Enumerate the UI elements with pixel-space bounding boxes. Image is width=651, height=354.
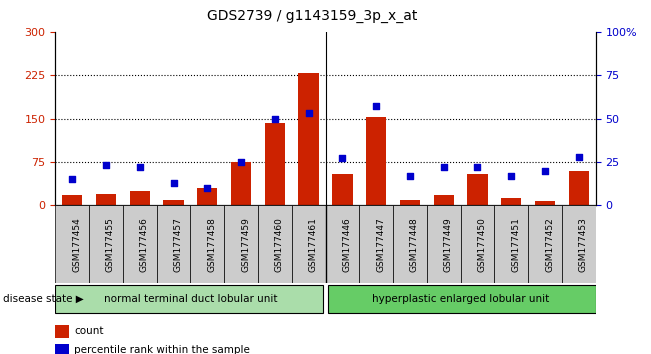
Bar (332, 173, 353, 205)
Point (67, 176, 77, 182)
Text: GSM177448: GSM177448 (410, 217, 419, 272)
Point (371, 104, 381, 109)
Bar (569, 171, 589, 205)
Text: GSM177447: GSM177447 (376, 217, 385, 272)
Point (337, 156, 348, 161)
Bar (163, 200, 184, 205)
Text: hyperplastic enlarged lobular unit: hyperplastic enlarged lobular unit (372, 294, 549, 304)
Text: GSM177449: GSM177449 (444, 217, 452, 272)
FancyBboxPatch shape (224, 205, 258, 283)
FancyBboxPatch shape (562, 205, 596, 283)
Text: GSM177459: GSM177459 (241, 217, 250, 272)
Bar (366, 118, 386, 205)
Point (135, 164, 145, 170)
Text: GSM177461: GSM177461 (309, 217, 318, 272)
Text: GSM177454: GSM177454 (72, 217, 81, 272)
Bar (299, 74, 319, 205)
Bar (231, 162, 251, 205)
Text: GSM177451: GSM177451 (511, 217, 520, 272)
Text: disease state ▶: disease state ▶ (3, 294, 84, 304)
FancyBboxPatch shape (89, 205, 123, 283)
Point (169, 180, 179, 185)
Point (101, 162, 111, 168)
FancyBboxPatch shape (461, 205, 494, 283)
Text: GSM177456: GSM177456 (140, 217, 149, 272)
Bar (265, 122, 285, 205)
Point (236, 159, 246, 165)
FancyBboxPatch shape (494, 205, 528, 283)
Bar (55, 344, 69, 354)
Bar (467, 173, 488, 205)
Text: normal terminal duct lobular unit: normal terminal duct lobular unit (104, 294, 277, 304)
FancyBboxPatch shape (55, 285, 324, 314)
Bar (400, 200, 420, 205)
FancyBboxPatch shape (326, 205, 359, 283)
Text: GSM177460: GSM177460 (275, 217, 284, 272)
Bar (96, 194, 116, 205)
Text: count: count (74, 326, 104, 336)
Point (574, 154, 584, 160)
Text: percentile rank within the sample: percentile rank within the sample (74, 346, 250, 354)
Bar (55, 325, 69, 338)
Bar (197, 188, 217, 205)
Bar (501, 198, 521, 205)
FancyBboxPatch shape (292, 205, 326, 283)
FancyBboxPatch shape (528, 205, 562, 283)
FancyBboxPatch shape (191, 205, 224, 283)
FancyBboxPatch shape (123, 205, 157, 283)
FancyBboxPatch shape (359, 205, 393, 283)
Text: GSM177452: GSM177452 (545, 217, 554, 272)
FancyBboxPatch shape (427, 205, 461, 283)
Text: GSM177457: GSM177457 (174, 217, 182, 272)
FancyBboxPatch shape (327, 285, 596, 314)
Bar (62, 195, 82, 205)
Bar (130, 191, 150, 205)
Text: GSM177453: GSM177453 (579, 217, 588, 272)
FancyBboxPatch shape (258, 205, 292, 283)
FancyBboxPatch shape (55, 205, 89, 283)
Point (202, 185, 212, 191)
Text: GDS2739 / g1143159_3p_x_at: GDS2739 / g1143159_3p_x_at (207, 9, 418, 23)
Point (439, 164, 449, 170)
Point (405, 173, 415, 179)
FancyBboxPatch shape (157, 205, 191, 283)
Text: GSM177446: GSM177446 (342, 217, 352, 272)
Text: GSM177458: GSM177458 (207, 217, 216, 272)
FancyBboxPatch shape (393, 205, 427, 283)
Text: GSM177450: GSM177450 (477, 217, 486, 272)
Point (472, 164, 482, 170)
Bar (434, 195, 454, 205)
Point (506, 173, 516, 179)
Point (270, 116, 280, 121)
Bar (535, 201, 555, 205)
Point (303, 110, 314, 116)
Text: GSM177455: GSM177455 (106, 217, 115, 272)
Point (540, 168, 550, 173)
